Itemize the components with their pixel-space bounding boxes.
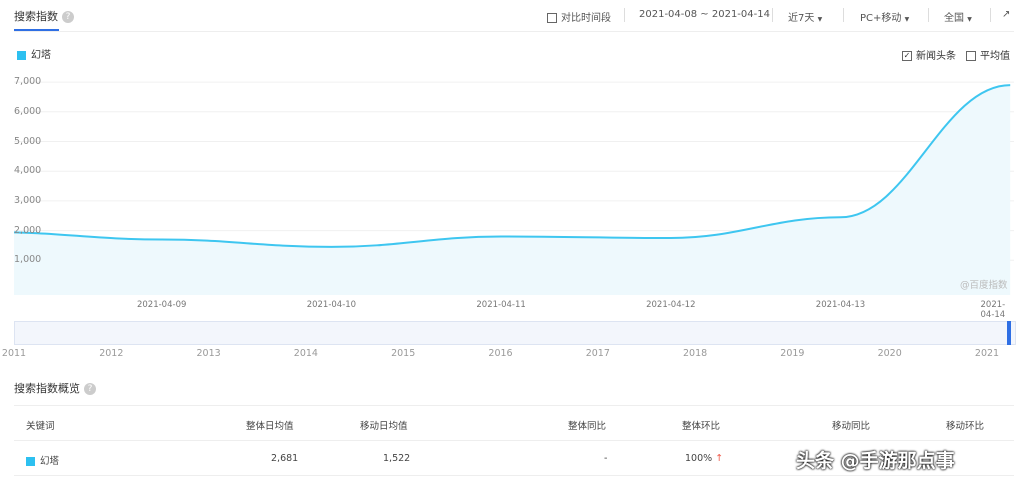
- caret-down-icon: ▼: [904, 16, 910, 23]
- line-chart: [14, 81, 1014, 295]
- table-row-keyword: 幻塔: [26, 453, 59, 467]
- col-mobile-yoy: 移动同比: [832, 421, 871, 432]
- news-label: 新闻头条: [916, 51, 956, 62]
- y-tick-label: 1,000: [14, 254, 42, 266]
- average-label: 平均值: [980, 51, 1010, 62]
- device-label: PC+移动: [860, 13, 902, 24]
- x-tick-label: 2021-04-13: [815, 300, 866, 310]
- average-checkbox[interactable]: 平均值: [966, 47, 1010, 62]
- chart-watermark: @百度指数: [960, 280, 1008, 291]
- col-mobile-mom: 移动环比: [946, 421, 985, 432]
- divider: [14, 475, 1014, 476]
- caret-down-icon: ▼: [817, 16, 823, 23]
- overview-title: 搜索指数概览?: [14, 380, 96, 396]
- caret-down-icon: ▼: [967, 16, 972, 23]
- compare-label: 对比时间段: [561, 13, 611, 24]
- y-tick-label: 3,000: [14, 194, 42, 206]
- timeline-year-label: 2020: [877, 348, 902, 359]
- tab-label: 搜索指数: [14, 10, 58, 23]
- timeline-year-label: 2012: [99, 348, 124, 359]
- tab-search-index[interactable]: 搜索指数?: [14, 8, 74, 24]
- timeline-slider[interactable]: [14, 321, 1016, 345]
- timeline-year-label: 2017: [585, 348, 610, 359]
- divider: [843, 8, 844, 22]
- divider: [14, 31, 1014, 32]
- series-line: [14, 84, 1011, 248]
- y-tick-label: 2,000: [14, 224, 42, 236]
- col-overall-avg: 整体日均值: [246, 421, 294, 432]
- date-range-picker[interactable]: 2021-04-08 ~ 2021-04-14: [639, 9, 770, 20]
- divider: [624, 8, 625, 22]
- region-select[interactable]: 全国 ▼: [944, 9, 972, 24]
- timeline-year-label: 2014: [293, 348, 318, 359]
- period-select[interactable]: 近7天 ▼: [788, 9, 822, 24]
- divider: [990, 8, 991, 22]
- timeline-year-label: 2013: [196, 348, 221, 359]
- y-tick-label: 5,000: [14, 135, 42, 147]
- timeline-year-label: 2018: [683, 348, 708, 359]
- series-swatch: [17, 50, 26, 60]
- overall-yoy-value: -: [604, 453, 608, 464]
- timeline-year-label: 2011: [1, 348, 27, 359]
- x-tick-label: 2021-04-09: [136, 300, 187, 310]
- period-label: 近7天: [788, 13, 815, 24]
- arrow-up-icon: ↑: [715, 453, 724, 464]
- checkbox-checked-icon: ✓: [902, 51, 912, 61]
- y-tick-label: 7,000: [14, 76, 42, 88]
- external-link-icon[interactable]: ↗: [1002, 9, 1011, 20]
- series-area: [14, 85, 1011, 295]
- x-tick-label: 2021-04-11: [476, 300, 526, 310]
- region-label: 全国: [944, 13, 964, 24]
- y-tick-label: 4,000: [14, 165, 42, 177]
- help-icon[interactable]: ?: [62, 11, 74, 23]
- timeline-year-label: 2016: [488, 348, 513, 359]
- device-select[interactable]: PC+移动 ▼: [860, 9, 909, 24]
- mobile-avg-value: 1,522: [383, 453, 411, 464]
- legend-label: 幻塔: [31, 50, 51, 61]
- checkbox-icon: [966, 51, 976, 61]
- x-tick-label: 2021-04-10: [306, 300, 357, 310]
- legend-keyword[interactable]: 幻塔: [17, 46, 51, 61]
- help-icon[interactable]: ?: [84, 383, 96, 395]
- overview-title-text: 搜索指数概览: [14, 382, 80, 395]
- timeline-year-label: 2015: [391, 348, 416, 359]
- col-mobile-avg: 移动日均值: [360, 421, 408, 432]
- x-tick-label: 2021-04-12: [646, 300, 696, 310]
- col-overall-yoy: 整体同比: [568, 421, 607, 432]
- news-checkbox[interactable]: ✓ 新闻头条: [902, 47, 956, 62]
- divider: [14, 405, 1014, 406]
- overall-mom-value: 100% ↑: [685, 453, 723, 464]
- watermark: 头条 @手游那点事: [796, 450, 955, 472]
- compare-checkbox[interactable]: 对比时间段: [547, 9, 611, 24]
- tab-indicator: [14, 29, 59, 31]
- col-overall-mom: 整体环比: [682, 421, 721, 432]
- overall-mom-text: 100%: [685, 453, 713, 464]
- series-swatch: [26, 457, 35, 466]
- timeline-year-label: 2019: [780, 348, 805, 359]
- checkbox-icon: [547, 13, 557, 23]
- timeline-handle[interactable]: [1007, 321, 1011, 345]
- x-tick-label: 2021-04-14: [980, 300, 1006, 320]
- divider: [772, 8, 773, 22]
- timeline-year-label: 2021: [974, 348, 1000, 359]
- overall-avg-value: 2,681: [271, 453, 299, 464]
- y-tick-label: 6,000: [14, 105, 42, 117]
- keyword-text: 幻塔: [40, 456, 60, 467]
- divider: [14, 440, 1014, 441]
- col-keyword: 关键词: [26, 421, 55, 432]
- divider: [928, 8, 929, 22]
